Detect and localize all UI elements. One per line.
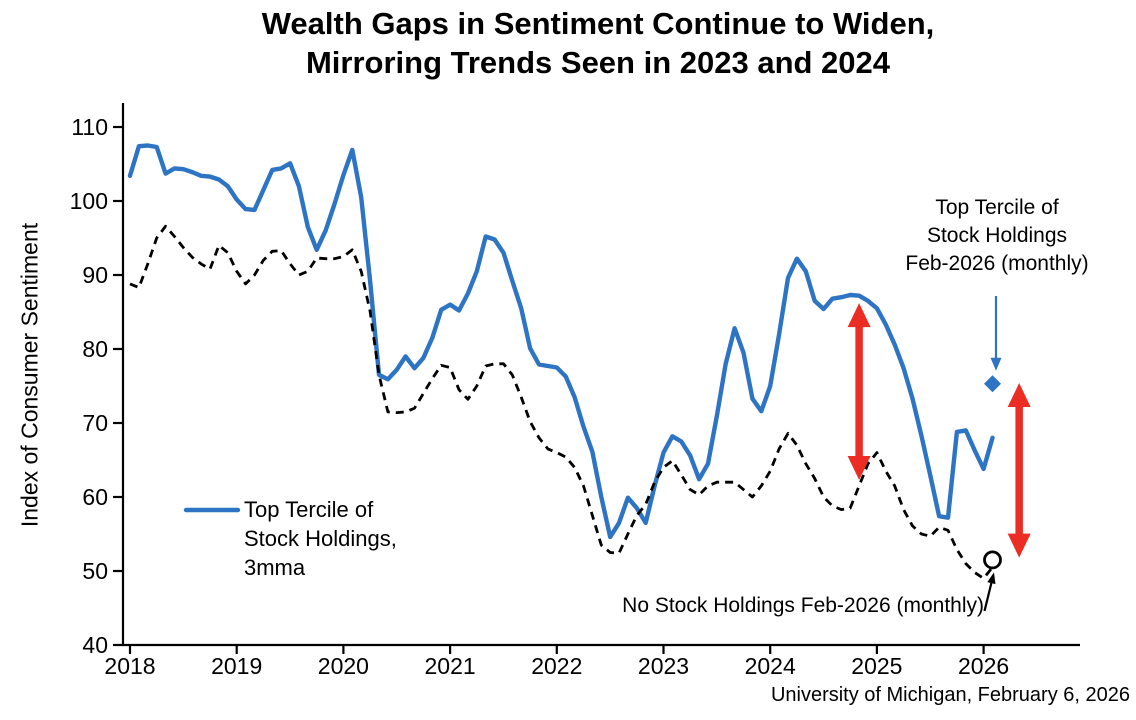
annotation-top-tercile-line-1: Top Tercile of [935,196,1059,219]
y-tick-label: 40 [82,632,108,658]
x-tick-label: 2019 [211,653,263,679]
series-top-tercile-line [127,143,995,540]
annotation-top-tercile-line-2: Stock Holdings [926,224,1068,247]
source-note: University of Michigan, February 6, 2026 [770,684,1130,706]
annotation-no-stock-label: No Stock Holdings Feb-2026 (monthly) [622,594,984,617]
wealth-gap-arrow-head-up [847,303,871,328]
y-tick-label: 90 [82,262,108,288]
chart-title: Wealth Gaps in Sentiment Continue to Wid… [60,4,1136,82]
legend-label-line-1: Top Tercile of [244,497,374,522]
y-tick-label: 110 [71,114,108,140]
legend-label: Top Tercile of Stock Holdings, 3mma [244,495,397,582]
x-tick-label: 2026 [958,653,1010,679]
top-tercile-marker [983,375,1001,393]
y-tick-label: 70 [82,410,108,436]
chart-title-line-1: Wealth Gaps in Sentiment Continue to Wid… [261,6,935,41]
x-tick-label: 2020 [317,653,369,679]
x-tick-label: 2022 [531,653,583,679]
x-tick-label: 2024 [744,653,796,679]
x-tick-label: 2021 [424,653,476,679]
wealth-gap-arrow-head-up [1007,383,1031,408]
y-tick-label: 80 [82,336,108,362]
legend-label-line-2: Stock Holdings, [244,526,397,551]
annotation-top-tercile-line-3: Feb-2026 (monthly) [905,252,1089,275]
wealth-gap-arrow-head-down [847,455,871,480]
y-tick-label: 100 [69,188,108,214]
y-tick-label: 50 [82,558,108,584]
legend-label-line-3: 3mma [244,555,306,580]
no-stock-pointer-arrow [983,579,994,612]
series-no-stock-line [129,224,994,580]
top-tercile-pointer-arrowhead [990,357,1002,371]
x-tick-label: 2025 [851,653,903,679]
x-tick-label: 2023 [637,653,690,679]
annotation-top-tercile-label: Top Tercile of Stock Holdings Feb-2026 (… [836,194,1136,278]
chart-title-line-2: Mirroring Trends Seen in 2023 and 2024 [305,45,891,80]
wealth-gap-arrow-head-down [1007,533,1031,558]
x-tick-label: 2018 [104,653,156,679]
no-stock-pointer-arrowhead [987,572,996,585]
y-tick-label: 60 [82,484,108,510]
no-stock-marker [983,550,1002,570]
